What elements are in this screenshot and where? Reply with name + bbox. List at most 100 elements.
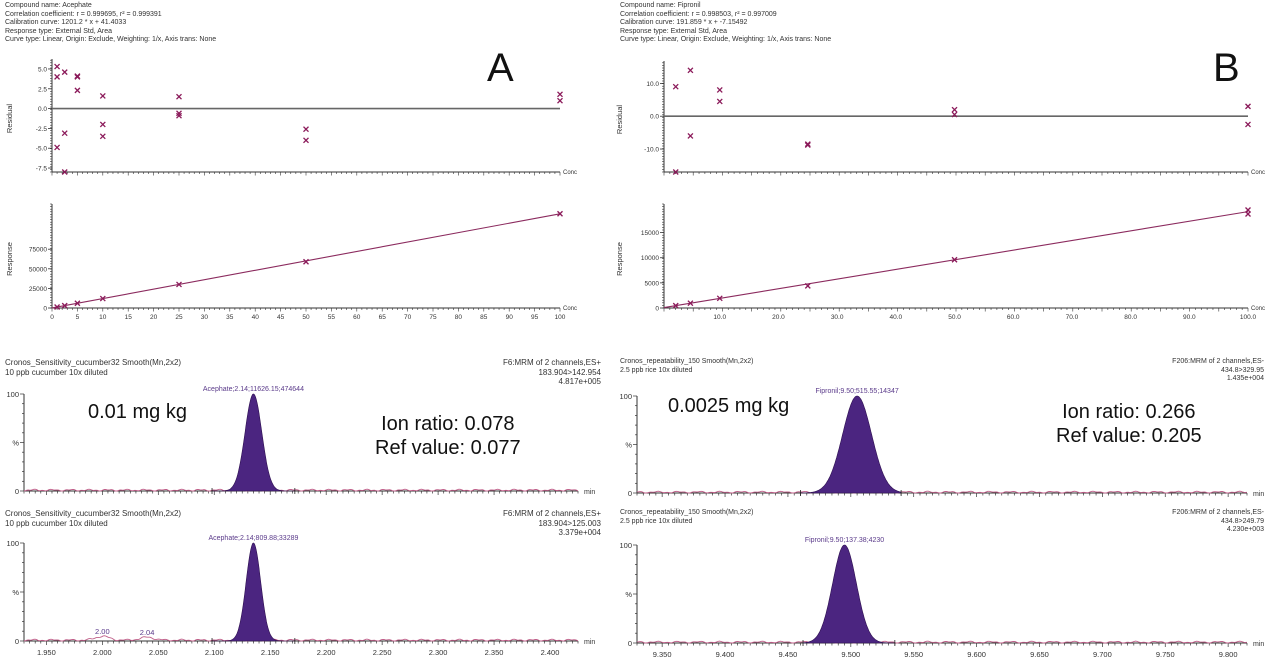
peak-label: Fipronil;9.50;515.55;14347	[815, 388, 898, 395]
marker-stroke	[61, 69, 68, 76]
x-tick-label: 15	[125, 314, 133, 320]
marker-stroke	[54, 304, 61, 310]
peak-area	[800, 395, 902, 494]
peak-area	[212, 542, 295, 642]
data-point	[557, 91, 563, 98]
chromatogram-b2-title: Cronos_repeatability_150 Smooth(Mn,2x2) …	[620, 509, 753, 526]
x-tick-label: 35	[226, 314, 234, 320]
marker-stroke	[99, 295, 106, 302]
marker-stroke	[74, 73, 81, 80]
y-tick-label: 10.0	[646, 81, 659, 88]
data-point	[951, 256, 958, 263]
data-point	[54, 63, 61, 70]
marker-stroke	[557, 97, 563, 104]
residual-plot-b: 10.0 0.0 -10.0 Conc Residual	[615, 61, 1265, 176]
chromatogram-b2: 100% 0 min 9.350 9.400 9.450 9.500 9.550 9.600 9.…	[619, 537, 1264, 659]
marker-stroke	[716, 98, 723, 105]
x-tick-label: 65	[379, 314, 387, 320]
intensity: 4.230e+003	[1226, 526, 1264, 534]
x-tick-label: 25	[175, 314, 183, 320]
marker-stroke	[716, 295, 723, 302]
chromatogram-b2-info: F206:MRM of 2 channels,ES- 434.8>249.79 …	[1172, 509, 1264, 535]
channel-info: F206:MRM of 2 channels,ES-	[1172, 509, 1264, 516]
channel-info: F206:MRM of 2 channels,ES-	[1172, 358, 1264, 365]
y-tick-label-0: 0	[15, 637, 19, 646]
marker-stroke	[804, 142, 811, 149]
sample-name: Cronos_repeatability_150 Smooth(Mn,2x2)	[620, 358, 754, 365]
data-point	[672, 169, 679, 175]
x-tick-label: 40	[252, 314, 260, 320]
x-axis-unit: min	[1253, 491, 1264, 498]
data-point	[99, 295, 106, 302]
marker-stroke	[557, 91, 563, 98]
y-tick-label: -2.5	[36, 126, 48, 133]
x-tick-label: 75	[429, 314, 437, 320]
data-point	[716, 98, 723, 105]
transition: 183.904>125.003	[538, 518, 601, 528]
intensity: 1.435e+004	[1226, 375, 1264, 383]
marker-stroke	[303, 258, 309, 265]
data-point	[716, 87, 723, 93]
y-tick-label: 15000	[641, 230, 659, 237]
channel-info: F6:MRM of 2 channels,ES+	[502, 509, 601, 518]
chromatogram-a1-title: Cronos_Sensitivity_cucumber32 Smooth(Mn,…	[5, 358, 181, 377]
x-tick-label: 10	[99, 314, 107, 320]
concentration-label-a: 0.01 mg kg	[88, 401, 187, 423]
marker-stroke	[176, 93, 182, 100]
y-axis-label: %	[12, 439, 19, 448]
x-tick-label: 9.700	[1093, 650, 1112, 659]
x-tick-label: 20.0	[772, 314, 785, 320]
x-tick-label: 2.350	[485, 648, 504, 657]
x-tick-label: 80	[455, 314, 463, 320]
ion-ratio-value: Ion ratio: 0.078	[381, 413, 515, 435]
x-axis-label: Conc	[1251, 170, 1265, 176]
data-point	[687, 300, 694, 307]
marker-stroke	[99, 121, 106, 128]
data-point	[716, 295, 723, 302]
x-tick-label: 2.050	[149, 648, 168, 657]
x-tick-label: 30.0	[831, 314, 844, 320]
chromatogram-a2-title: Cronos_Sensitivity_cucumber32 Smooth(Mn,…	[5, 509, 181, 528]
panel-a-header: Compound name: Acephate Correlation coef…	[5, 2, 216, 45]
x-tick-label: 9.600	[967, 650, 986, 659]
marker-stroke	[74, 300, 81, 307]
calibration-curve: Calibration curve: 191.859 * x + -7.1549…	[620, 19, 748, 27]
x-axis-label: Conc	[1251, 306, 1265, 312]
chromatogram-a2: 100% 0 min 1.950 2.000 2.050 2.100 2.150 2.200 2.…	[6, 535, 595, 657]
minor-peak-label: 2.00	[95, 627, 110, 636]
y-tick-label: 5.0	[38, 66, 47, 73]
x-tick-label: 9.350	[653, 650, 672, 659]
curve-type: Curve type: Linear, Origin: Exclude, Wei…	[620, 36, 832, 44]
marker-stroke	[1245, 211, 1251, 217]
x-axis-unit: min	[584, 639, 595, 646]
x-tick-label: 9.400	[716, 650, 735, 659]
chromatogram-b1-title: Cronos_repeatability_150 Smooth(Mn,2x2) …	[620, 358, 753, 375]
x-tick-label: 5	[76, 314, 80, 320]
baseline-trace	[636, 640, 1248, 644]
marker-stroke	[54, 144, 61, 151]
chromatogram-b1: 100% 0 min Fipronil;9.50;515.55;14347	[619, 388, 1264, 498]
marker-stroke	[99, 133, 106, 140]
marker-stroke	[303, 137, 309, 144]
marker-stroke	[687, 132, 694, 139]
data-point	[687, 67, 694, 74]
data-point	[99, 133, 106, 140]
data-point	[176, 93, 182, 100]
data-point	[557, 210, 563, 217]
y-tick-label: -7.5	[36, 166, 48, 173]
y-axis-label: %	[12, 588, 19, 597]
y-tick-label: 25000	[29, 286, 47, 293]
calibration-plot-b: 0 5000 10000 15000 10.0 20.0 30.0 40.0 50.0 60.0 7…	[615, 203, 1265, 320]
data-point	[804, 141, 811, 148]
y-tick-label: -10.0	[644, 147, 659, 154]
x-tick-label: 100	[555, 314, 566, 320]
data-point	[951, 106, 958, 113]
marker-stroke	[176, 112, 182, 119]
calibration-plot-a: 0 25000 50000 75000 0 5 10 15 20 25 30 35 40 45 50 55 60…	[5, 203, 577, 320]
chromatogram-a2-info: F6:MRM of 2 channels,ES+ 183.904>125.003…	[503, 509, 601, 538]
data-point	[303, 258, 309, 265]
marker-stroke	[672, 169, 679, 175]
transition: 434.8>329.95	[1220, 366, 1264, 374]
data-point	[61, 169, 68, 175]
x-tick-label: 95	[531, 314, 539, 320]
